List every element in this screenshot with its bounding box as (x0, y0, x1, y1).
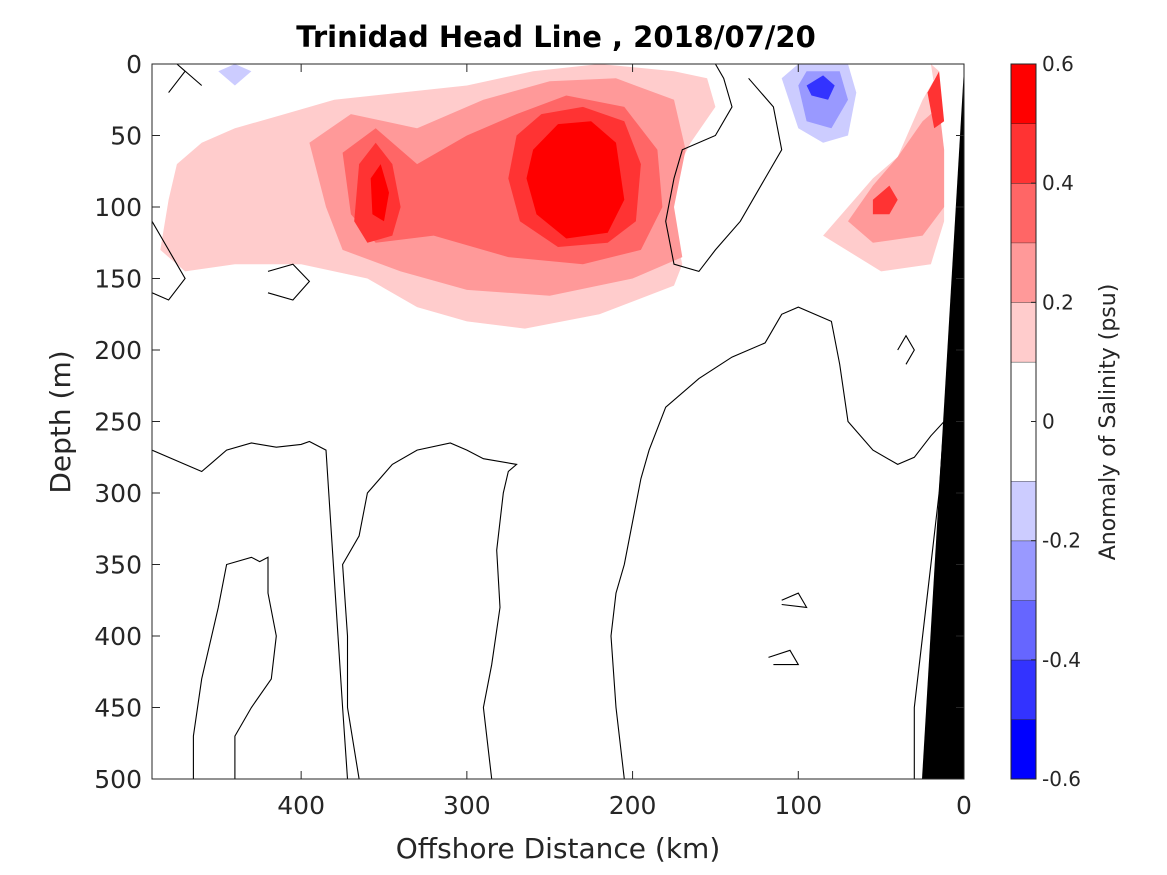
colorbar-swatch-7 (1011, 242, 1036, 303)
zero-contour-0 (152, 440, 349, 779)
y-tick-label-300: 300 (94, 479, 142, 508)
zero-contour-8 (781, 592, 808, 609)
anomaly-region-13 (806, 75, 835, 100)
colorbar-swatch-6 (1011, 302, 1036, 362)
seafloor-bathymetry (922, 68, 964, 779)
colorbar-tick-label-1: -0.4 (1042, 648, 1081, 672)
anomaly-region-9 (872, 185, 898, 215)
zero-contour-2 (342, 442, 518, 779)
zero-contour-5 (168, 64, 203, 93)
zero-contour-4 (152, 221, 186, 301)
colorbar-swatch-2 (1011, 600, 1036, 660)
anomaly-fills (160, 64, 945, 329)
colorbar-swatch-3 (1011, 540, 1036, 601)
y-tick-label-400: 400 (94, 622, 142, 651)
zero-contour-10 (665, 64, 783, 273)
anomaly-region-4 (370, 164, 389, 222)
colorbar: -0.6 -0.4 -0.2 0 0.2 0.4 0.6 (1010, 52, 1081, 791)
colorbar-tick-label-0: -0.6 (1042, 767, 1081, 791)
y-tick-label-100: 100 (94, 193, 142, 222)
colorbar-tick-label-5: 0.4 (1042, 171, 1074, 195)
colorbar-title: Anomaly of Salinity (psu) (1096, 284, 1121, 561)
zero-contour-6 (267, 263, 311, 301)
anomaly-region-14 (218, 64, 252, 86)
x-axis-title: Offshore Distance (km) (396, 832, 721, 865)
y-tick-label-500: 500 (94, 765, 142, 794)
zero-contour-9 (768, 649, 800, 666)
colorbar-swatch-1 (1011, 659, 1036, 720)
anomaly-region-8 (848, 106, 945, 243)
x-tick-label-100: 100 (774, 791, 822, 820)
colorbar-swatch-4 (1011, 481, 1036, 541)
y-tick-label-250: 250 (94, 408, 142, 437)
colorbar-tick-label-2: -0.2 (1042, 529, 1081, 553)
chart-title: Trinidad Head Line , 2018/07/20 (296, 20, 816, 54)
y-tick-label-50: 50 (110, 122, 142, 151)
x-tick-label-400: 400 (277, 791, 325, 820)
x-tick-label-300: 300 (443, 791, 491, 820)
y-tick-label-350: 350 (94, 551, 142, 580)
x-tick-label-0: 0 (956, 791, 972, 820)
y-tick-label-0: 0 (126, 50, 142, 79)
y-tick-label-200: 200 (94, 336, 142, 365)
colorbar-tick-label-6: 0.6 (1042, 52, 1074, 76)
zero-contour-1 (192, 556, 277, 779)
y-tick-label-150: 150 (94, 265, 142, 294)
colorbar-swatch-0 (1011, 719, 1036, 779)
colorbar-tick-label-3: 0 (1042, 410, 1055, 434)
x-tick-label-200: 200 (609, 791, 657, 820)
colorbar-swatch-9 (1011, 123, 1036, 184)
anomaly-region-6 (526, 121, 625, 239)
zero-contour-7 (897, 334, 915, 365)
x-axis-ticks: 400 300 200 100 0 (277, 64, 972, 820)
colorbar-tick-label-4: 0.2 (1042, 290, 1074, 314)
y-axis-title: Depth (m) (44, 350, 77, 493)
colorbar-swatch-8 (1011, 183, 1036, 243)
anomaly-region-10 (927, 71, 945, 129)
y-axis-ticks: 0 50 100 150 200 250 300 350 400 450 500 (94, 50, 964, 794)
y-tick-label-450: 450 (94, 694, 142, 723)
colorbar-swatch-10 (1011, 64, 1036, 124)
